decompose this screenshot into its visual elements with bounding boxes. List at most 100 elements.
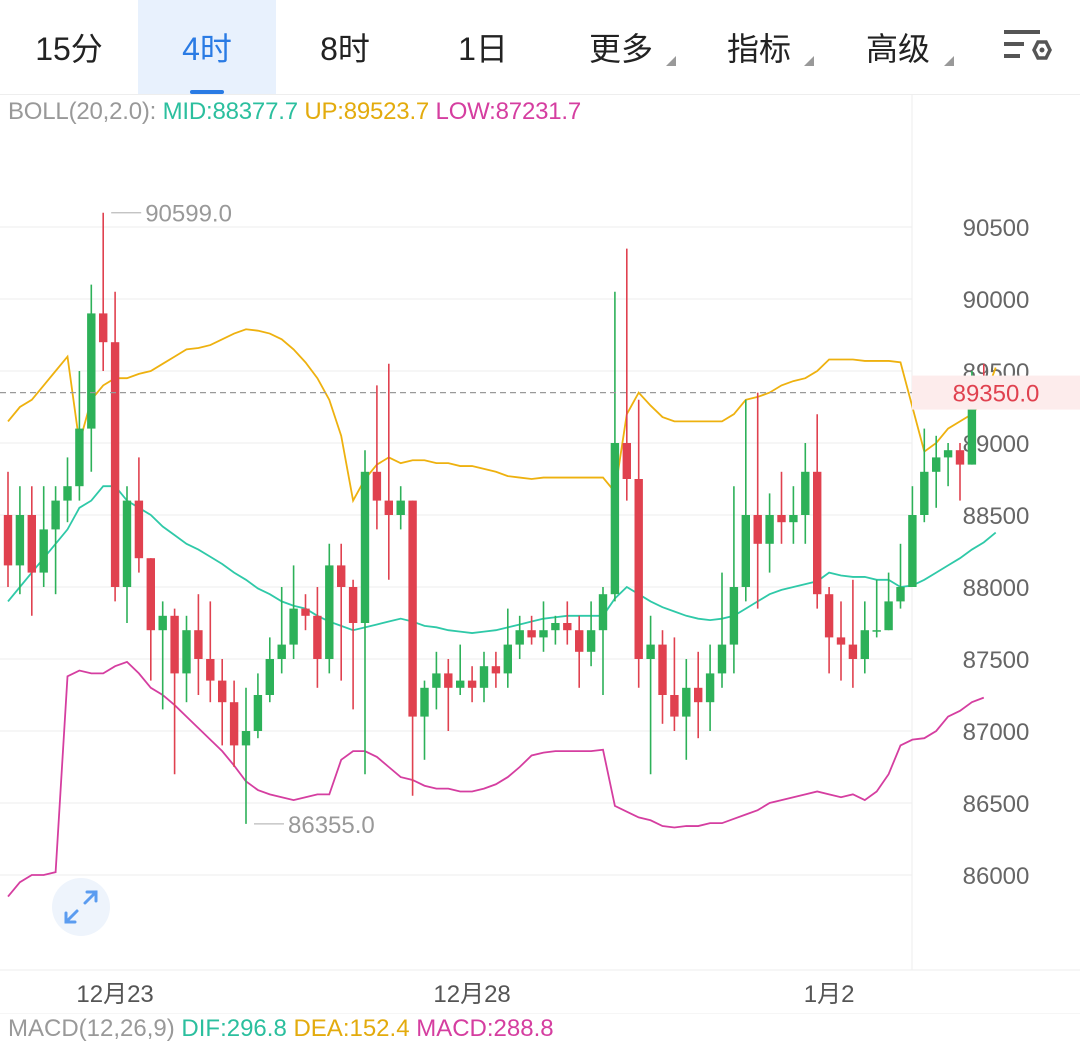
candlestick-chart[interactable]: 9050090000895008900088500880008750087000… [0,94,1080,1014]
y-tick-label: 86500 [963,791,1030,818]
candle-body [705,673,715,703]
expand-chart-button[interactable] [52,878,110,936]
candle [229,680,239,767]
x-tick-label: 12月28 [433,981,510,1008]
candle [765,493,774,573]
candle-body [551,623,560,631]
candle [87,284,96,472]
candle [503,608,512,688]
candle-body [777,515,786,523]
tab-label: 8时 [320,31,370,67]
chart-settings-icon[interactable] [1002,24,1054,68]
candle-body [348,587,358,623]
candle-body [384,500,393,515]
candle [670,637,679,731]
candle-body [908,515,917,587]
candle-body [456,680,465,688]
candle-body [420,687,429,717]
candle-body [134,500,144,559]
boll-mid-value: MID:88377.7 [162,98,298,125]
candle-body [836,637,846,645]
candle [265,637,274,703]
macd-name: MACD(12,26,9) [8,1015,175,1042]
candle-body [122,500,132,587]
tab-2[interactable]: 8时 [276,0,414,94]
candle-body [396,500,405,515]
candle [575,615,584,688]
tab-4[interactable]: 更多 [552,0,690,94]
candle-body [670,695,679,717]
candle [729,486,739,674]
candle-body [717,644,727,674]
candle-body [170,615,179,674]
candle-body [241,731,251,746]
candle [384,363,393,580]
candle-body [586,630,596,652]
candle [943,443,953,487]
candle [396,486,405,530]
candle-body [729,587,739,645]
candle-body [682,687,691,717]
candle-body [955,450,965,465]
candle [51,486,60,595]
candle [420,680,429,760]
dropdown-triangle-icon [804,56,814,66]
candle [158,601,167,710]
candle-body [3,515,13,566]
y-tick-label: 88500 [963,503,1030,530]
candle-body [265,659,274,695]
tab-5[interactable]: 指标 [690,0,828,94]
candle-body [372,471,382,501]
expand-arrows-icon [64,890,98,924]
candle-body [27,515,36,573]
candle [15,486,25,595]
tab-6[interactable]: 高级 [828,0,968,94]
candle-body [610,443,620,595]
candle [479,651,489,703]
dropdown-triangle-icon [944,56,954,66]
candle-body [753,515,762,544]
candle-body [801,471,810,515]
candle [432,651,441,710]
header-divider [0,94,1080,95]
candle-body [515,630,524,645]
tab-label: 高级 [865,31,930,67]
dropdown-triangle-icon [666,56,676,66]
candle-body [503,644,512,674]
candle-body [194,630,203,659]
candle-body [741,515,750,587]
candle-body [491,666,501,674]
candle-body [932,457,941,472]
macd-legend: MACD(12,26,9) DIF:296.8 DEA:152.4 MACD:2… [8,1015,554,1043]
candle [99,212,108,371]
candle [824,587,834,674]
candle [146,558,155,681]
candle [777,471,786,544]
candle-body [253,695,263,731]
candle [610,291,620,602]
candle-body [813,471,822,595]
candle-body [479,666,489,688]
candle [932,435,941,508]
y-tick-label: 87500 [963,647,1030,674]
candle [122,486,132,623]
candle [908,486,917,587]
candle [860,601,869,674]
candle [360,450,370,775]
candle-body [15,515,25,566]
y-tick-label: 90500 [963,215,1030,242]
candle-body [218,680,227,703]
candle-body [527,630,536,638]
x-tick-label: 1月2 [804,981,855,1008]
tab-1[interactable]: 4时 [138,0,276,94]
tab-0[interactable]: 15分 [0,0,138,94]
candle-body [301,608,310,616]
candle [598,587,608,695]
tab-3[interactable]: 1日 [414,0,552,94]
candle-body [824,594,834,638]
candle [491,651,501,688]
candle [27,486,36,616]
candle [289,565,298,659]
candle [539,601,548,652]
candle-body [967,392,977,465]
